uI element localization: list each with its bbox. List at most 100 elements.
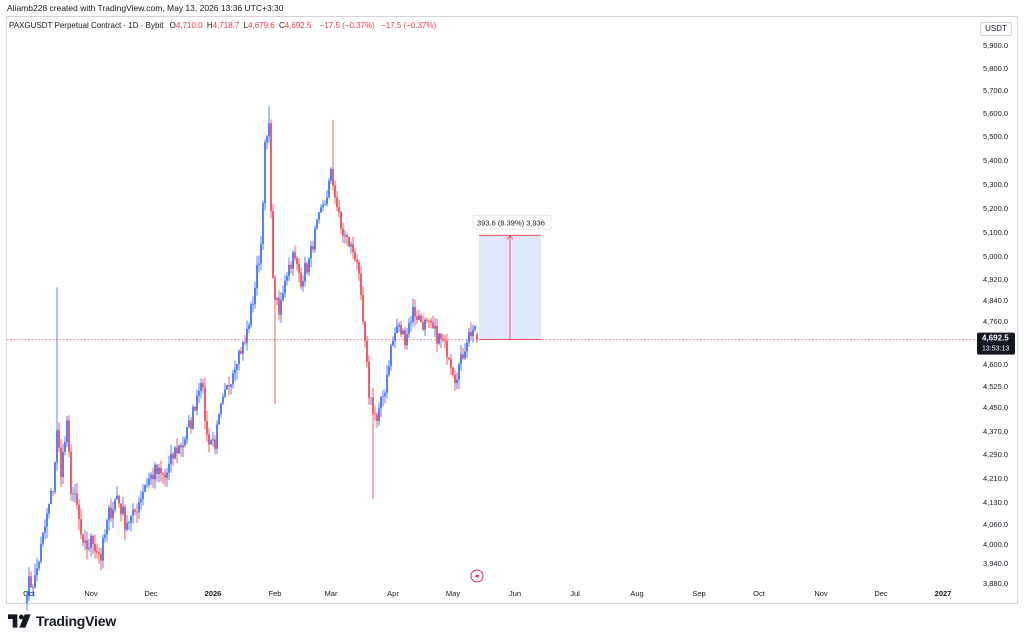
candle [184, 436, 186, 448]
candle [202, 379, 204, 394]
candle [160, 460, 162, 482]
y-tick-label: 4,840.0 [983, 296, 1008, 305]
candle-body [122, 506, 124, 515]
candle-body [222, 396, 224, 404]
candle-body [398, 325, 400, 327]
candle [374, 406, 376, 421]
candle [346, 232, 348, 246]
candle [368, 355, 370, 405]
brand-name: TradingView [36, 613, 117, 629]
candle [164, 469, 166, 487]
candle [308, 257, 310, 276]
candle-body [56, 430, 58, 463]
currency-button[interactable]: USDT [980, 22, 1012, 36]
candle [292, 250, 294, 276]
candle-body [368, 361, 370, 399]
y-tick-label: 4,370.0 [983, 427, 1008, 436]
candle-body [36, 568, 38, 576]
candle [114, 498, 116, 513]
candle-body [186, 427, 188, 440]
time-axis[interactable]: OctNovDec2026FebMarAprMayJunJulAugSepOct… [23, 589, 951, 598]
y-tick-label: 4,920.0 [983, 275, 1008, 284]
candle [444, 334, 446, 349]
candle [148, 472, 150, 488]
candle [442, 333, 444, 343]
candle [250, 301, 252, 328]
candle-body [432, 322, 434, 329]
candle-body [396, 326, 398, 333]
candle [28, 567, 30, 601]
candle [110, 498, 112, 522]
candle-body [214, 439, 216, 449]
candle [58, 422, 60, 453]
candle-body [440, 333, 442, 339]
candle-body [128, 522, 130, 524]
high-key: H [206, 21, 213, 30]
candle [328, 178, 330, 199]
close-value: 4,692.5 [284, 21, 312, 30]
candle [458, 362, 460, 389]
candle-body [254, 288, 256, 305]
symbol-title[interactable]: PAXGUSDT Perpetual Contract · 1D · Bybit [9, 21, 164, 30]
candle [264, 139, 266, 211]
candle-body [458, 364, 460, 380]
candle-body [288, 264, 290, 277]
candle-body [50, 491, 52, 505]
candle [206, 410, 208, 442]
candle [462, 347, 464, 360]
candle-body [310, 246, 312, 259]
candle-body [86, 540, 88, 549]
candle [178, 444, 180, 455]
y-tick-label: 3,940.0 [983, 559, 1008, 568]
candle-body [126, 522, 128, 530]
ohlc-legend: PAXGUSDT Perpetual Contract · 1D · Bybit… [9, 20, 436, 32]
candle [62, 443, 64, 484]
candle [154, 462, 156, 489]
candle [140, 490, 142, 510]
candle-body [152, 474, 154, 480]
candle-body [102, 537, 104, 561]
y-tick-label: 4,290.0 [983, 450, 1008, 459]
price-axis[interactable]: 5,900.0 5,800.0 5,700.0 5,600.0 5,500.0 5,400… [983, 41, 1008, 588]
candle [156, 464, 158, 482]
candle-body [138, 502, 140, 513]
candle [236, 363, 238, 380]
candle [170, 444, 172, 473]
candle [188, 414, 190, 429]
x-tick-label: Aug [630, 589, 643, 598]
candle-body [178, 445, 180, 454]
candle [400, 320, 402, 338]
candle-body [114, 499, 116, 510]
y-tick-label: 5,800.0 [983, 64, 1008, 73]
candle-body [232, 373, 234, 385]
candle-body [100, 554, 102, 561]
candle [102, 534, 104, 569]
candle-body [194, 406, 196, 411]
candle [390, 343, 392, 371]
candle-body [116, 495, 118, 500]
candle [98, 547, 100, 564]
candle [306, 261, 308, 275]
tradingview-brand[interactable]: TradingView [8, 611, 116, 631]
candle [296, 255, 298, 270]
candle-body [324, 204, 326, 206]
candle-body [238, 351, 240, 364]
candle-body [394, 332, 396, 341]
candle [54, 461, 56, 495]
candle-body [244, 342, 246, 344]
candle-body [408, 323, 410, 334]
candle-body [290, 264, 292, 269]
candle-body [256, 265, 258, 289]
candle-body [392, 340, 394, 346]
candle [364, 321, 366, 348]
chart-credit: Aliamb228 created with TradingView.com, … [0, 0, 1024, 16]
candle-body [444, 339, 446, 341]
candle [152, 468, 154, 488]
candle-body [32, 587, 34, 588]
candle-body [220, 403, 222, 415]
candle [74, 484, 76, 503]
dividend-event-icon[interactable] [470, 569, 484, 583]
candle [350, 241, 352, 254]
candle [200, 377, 202, 398]
